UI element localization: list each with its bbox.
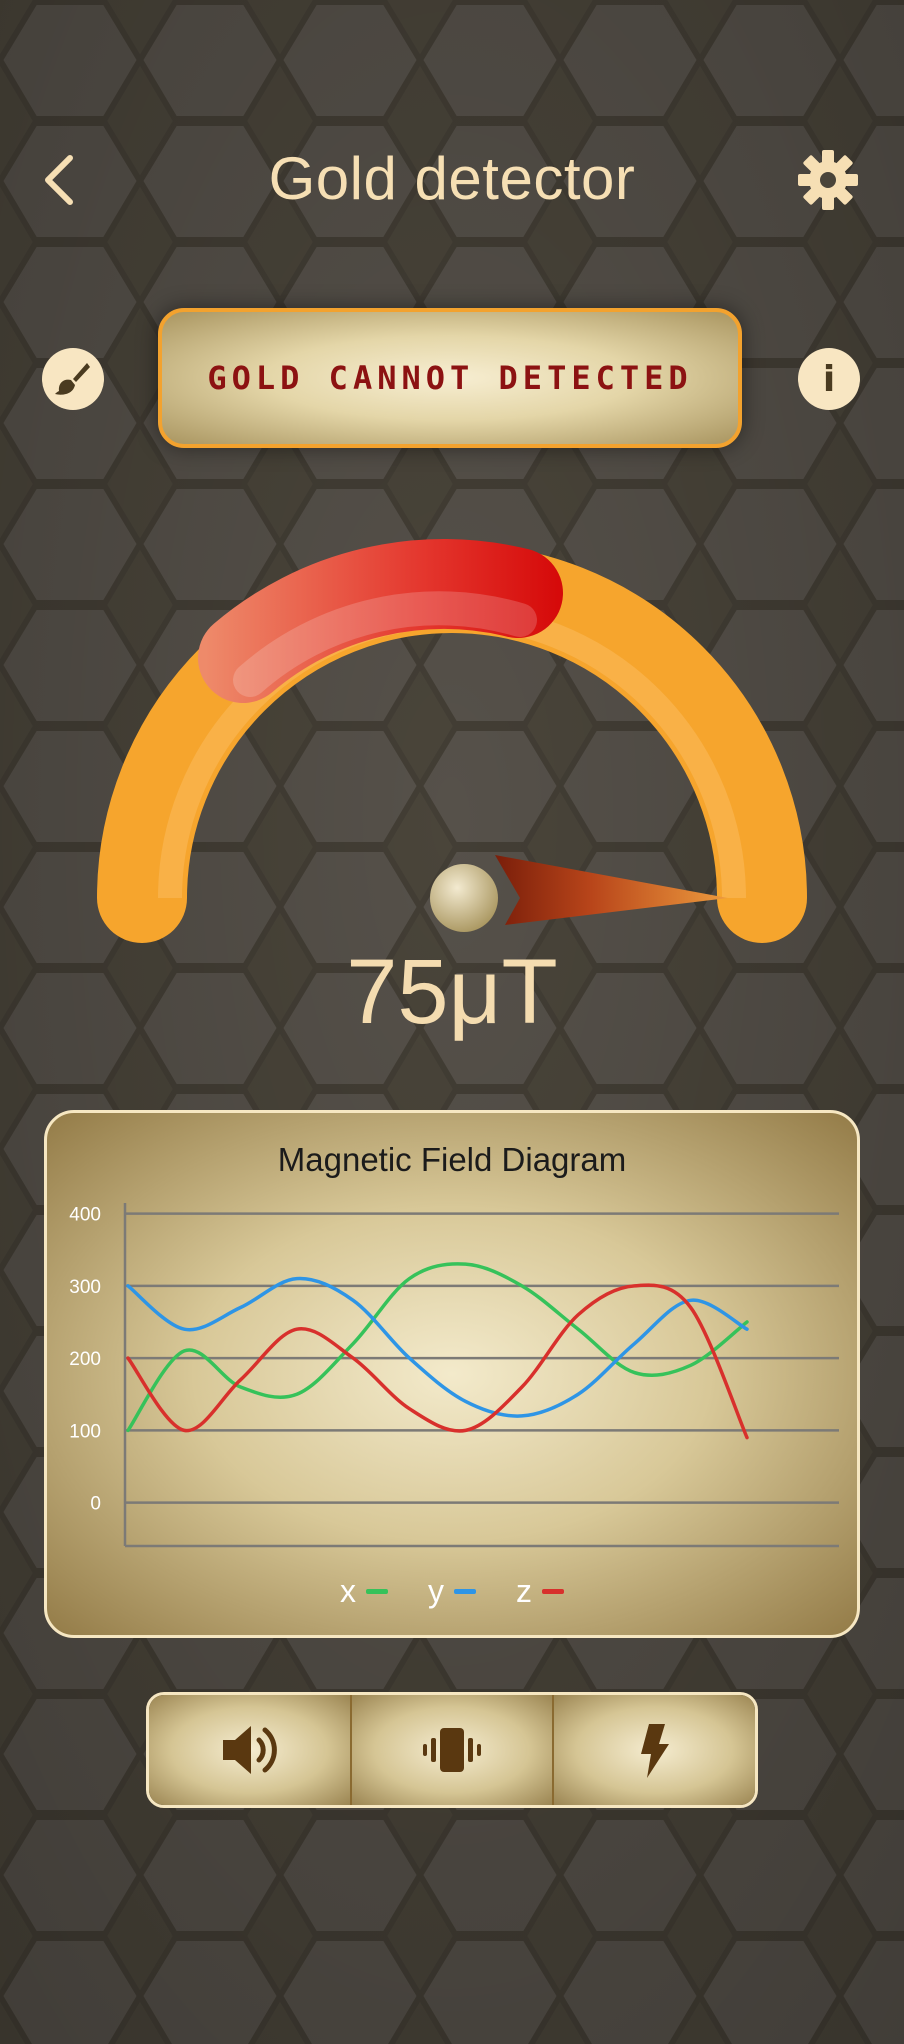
legend-swatch bbox=[542, 1589, 564, 1594]
vibration-toggle-button[interactable] bbox=[349, 1695, 553, 1805]
info-icon: i bbox=[822, 358, 836, 400]
legend-swatch bbox=[454, 1589, 476, 1594]
gauge-danger-zone bbox=[198, 539, 563, 703]
y-tick-label: 0 bbox=[90, 1494, 101, 1515]
chart-title: Magnetic Field Diagram bbox=[277, 1141, 627, 1178]
series-line-z bbox=[126, 1283, 749, 1440]
sound-toggle-button[interactable] bbox=[149, 1695, 350, 1805]
legend-label: x bbox=[340, 1573, 356, 1609]
y-tick-label: 200 bbox=[69, 1349, 101, 1370]
theme-button[interactable] bbox=[42, 348, 104, 410]
gauge-needle bbox=[495, 855, 728, 925]
flash-icon bbox=[640, 1724, 669, 1778]
legend-item-y: y bbox=[428, 1573, 476, 1610]
y-tick-label: 400 bbox=[69, 1205, 101, 1226]
legend-swatch bbox=[366, 1589, 388, 1594]
magnetic-field-chart: Magnetic Field Diagram 0 100 200 300 400 x y z bbox=[44, 1110, 860, 1638]
speaker-icon bbox=[223, 1726, 278, 1774]
flash-toggle-button[interactable] bbox=[552, 1695, 755, 1805]
vibration-icon bbox=[423, 1728, 481, 1772]
detection-status-panel: GOLD CANNOT DETECTED bbox=[158, 308, 742, 448]
y-tick-label: 300 bbox=[69, 1277, 101, 1298]
gauge-danger-highlight bbox=[233, 591, 537, 697]
legend-label: y bbox=[428, 1573, 444, 1609]
field-strength-reading: 75μT bbox=[346, 941, 558, 1043]
control-bar bbox=[146, 1692, 758, 1808]
series-line-x bbox=[126, 1262, 749, 1433]
page-title: Gold detector bbox=[268, 145, 636, 212]
chart-legend: x y z bbox=[47, 1573, 857, 1610]
gauge-pivot bbox=[430, 864, 498, 932]
info-button[interactable]: i bbox=[798, 348, 860, 410]
legend-item-z: z bbox=[516, 1573, 564, 1610]
back-button[interactable] bbox=[36, 152, 92, 208]
top-app-bar: Gold detector bbox=[0, 130, 904, 230]
back-arrow-icon bbox=[45, 155, 73, 205]
legend-item-x: x bbox=[340, 1573, 388, 1610]
legend-label: z bbox=[516, 1573, 532, 1609]
field-strength-gauge bbox=[97, 539, 807, 943]
y-tick-label: 100 bbox=[69, 1421, 101, 1442]
chart-plot: 0 100 200 300 400 bbox=[69, 1203, 839, 1548]
detection-status-text: GOLD CANNOT DETECTED bbox=[207, 359, 693, 397]
series-line-y bbox=[126, 1276, 749, 1418]
gear-icon bbox=[798, 150, 858, 210]
settings-button[interactable] bbox=[796, 148, 860, 212]
paint-brush-icon bbox=[55, 363, 90, 395]
